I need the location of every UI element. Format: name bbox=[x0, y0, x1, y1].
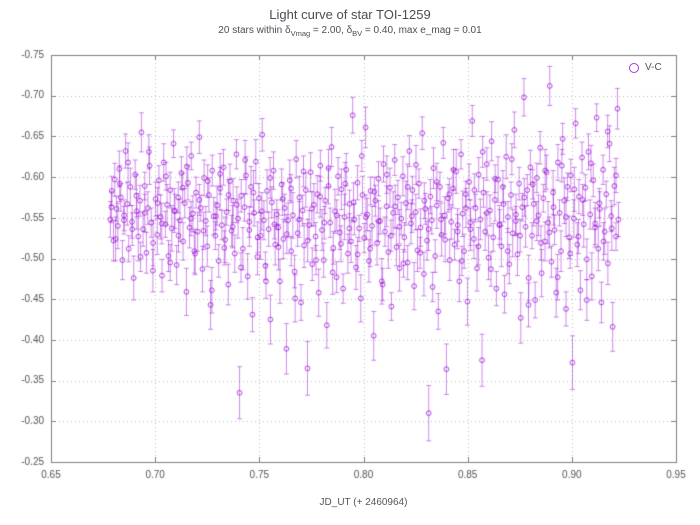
subtitle-part: 20 stars within δ bbox=[218, 25, 291, 36]
chart-subtitle: 20 stars within δVmag = 2.00, δBV = 0.40… bbox=[0, 25, 700, 38]
subtitle-subscript-bv: BV bbox=[352, 29, 363, 38]
legend-series-label: V-C bbox=[645, 62, 662, 73]
subtitle-part: = 0.40, max e_mag = 0.01 bbox=[362, 25, 482, 36]
legend: V-C bbox=[629, 62, 662, 73]
subtitle-subscript-vmag: Vmag bbox=[290, 29, 311, 38]
x-axis-label: JD_UT (+ 2460964) bbox=[319, 497, 408, 508]
legend-open-circle-icon bbox=[629, 62, 639, 73]
subtitle-part: = 2.00, δ bbox=[310, 25, 353, 36]
chart-title: Light curve of star TOI-1259 bbox=[269, 7, 431, 22]
